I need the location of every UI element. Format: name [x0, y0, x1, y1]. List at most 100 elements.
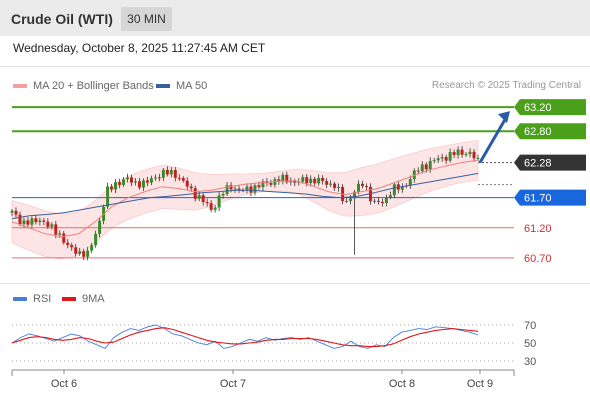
x-tick-label-2: Oct 7 [220, 378, 246, 390]
candle-body [360, 183, 364, 187]
level-tag-61.70 [514, 189, 586, 206]
candle-body [333, 183, 337, 189]
candle-body [38, 220, 42, 223]
ma20-swatch [13, 84, 27, 88]
candle-body [261, 181, 265, 188]
candle-body [133, 181, 137, 183]
candle-body [460, 149, 464, 155]
candle-body [301, 177, 305, 182]
candle-body [169, 170, 173, 175]
candle-body [126, 177, 130, 180]
legend-ma20-label: MA 20 + Bollinger Bands [33, 80, 154, 92]
candle-body [201, 195, 205, 203]
candle-body [412, 170, 416, 180]
candle-body [309, 178, 313, 184]
candle-body [325, 181, 329, 185]
candle-body [233, 188, 237, 190]
chart-header: Crude Oil (WTI) 30 MIN [0, 0, 590, 36]
legend-ma50: MA 50 [156, 80, 207, 92]
rsi-9ma-line [11, 327, 479, 348]
candle-body [388, 195, 392, 198]
candle-body [321, 177, 325, 182]
chart-timestamp: Wednesday, October 8, 2025 11:27:45 AM C… [13, 41, 266, 55]
level-label-61.20: 61.20 [524, 223, 552, 235]
candle-body [317, 177, 321, 184]
ma20-line [11, 159, 479, 238]
candle-body [94, 233, 98, 246]
candle-body [357, 183, 361, 192]
candle-body [70, 245, 74, 248]
level-label-62.80: 62.80 [524, 126, 552, 138]
candle-body [476, 157, 480, 159]
candle-body [380, 201, 384, 204]
candle-body [281, 174, 285, 182]
candle-body [329, 183, 333, 185]
candle-body [392, 184, 396, 196]
candle-body [432, 160, 436, 162]
candle-body [416, 170, 420, 172]
candle-body [66, 242, 70, 246]
research-credit: Research © 2025 Trading Central [431, 80, 581, 91]
candle-body [213, 207, 217, 210]
candle-body [313, 178, 317, 184]
candle-body [157, 177, 161, 179]
candle-body [122, 179, 126, 185]
candle-body [58, 233, 62, 235]
candle-body [185, 180, 189, 187]
candle-body [217, 195, 221, 208]
projection-arrow [478, 115, 509, 164]
candle-body [78, 251, 82, 254]
legend-rsi: RSI [13, 293, 51, 305]
candle-body [26, 220, 30, 225]
candle-body [50, 224, 54, 227]
level-label-61.70: 61.70 [524, 193, 552, 205]
candle-body [408, 179, 412, 186]
candle-body [177, 177, 181, 179]
candle-body [18, 214, 22, 225]
candle-body [452, 152, 456, 155]
legend-rsi-label: RSI [33, 293, 52, 305]
candle-body [285, 174, 289, 183]
candle-body [153, 177, 157, 179]
candle-body [149, 178, 153, 183]
candle-body [74, 247, 78, 254]
candle-body [30, 218, 34, 225]
level-tag-63.20 [514, 99, 586, 116]
timeframe-button[interactable]: 30 MIN [121, 7, 172, 31]
level-label-62.28: 62.28 [524, 158, 552, 170]
candle-body [420, 164, 424, 172]
candle-body [229, 185, 233, 190]
candle-body [22, 220, 26, 225]
instrument-title: Crude Oil (WTI) [11, 11, 113, 27]
candle-body [221, 194, 225, 196]
candle-body [269, 183, 273, 185]
level-label-63.20: 63.20 [524, 102, 552, 114]
candle-body [305, 177, 309, 184]
candle-body [444, 157, 448, 161]
candle-body [165, 169, 169, 175]
x-tick-label-1: Oct 6 [51, 378, 77, 390]
ma9-swatch [62, 297, 76, 301]
candle-body [376, 200, 380, 202]
candle-body [349, 198, 353, 202]
rsi-tick-70: 70 [524, 320, 536, 332]
candle-body [90, 245, 94, 251]
candle-body [189, 186, 193, 189]
candle-body [42, 220, 46, 222]
candle-body [372, 200, 376, 202]
candle-body [400, 186, 404, 190]
candle-body [440, 157, 444, 159]
rsi-line [11, 324, 479, 349]
candle-body [161, 169, 165, 178]
candle-body [86, 250, 90, 257]
candle-body [468, 151, 472, 155]
candle-body [62, 233, 66, 243]
candle-body [82, 251, 86, 257]
rsi-swatch [13, 297, 27, 301]
candle-body [464, 154, 468, 156]
candle-body [34, 218, 38, 223]
candle-body [384, 197, 388, 204]
candle-body [249, 186, 253, 193]
candle-body [209, 203, 213, 210]
x-tick-label-4: Oct 9 [467, 378, 493, 390]
